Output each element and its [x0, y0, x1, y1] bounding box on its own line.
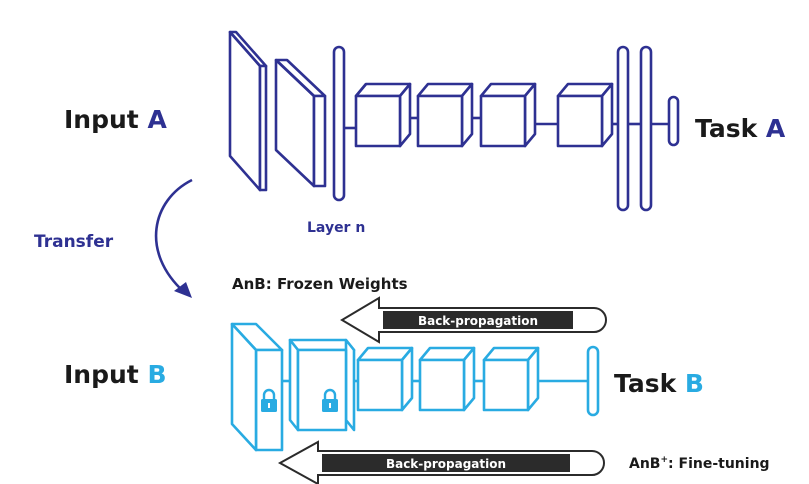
network-a-cube-3: [479, 82, 537, 148]
network-a-cube-2: [416, 82, 474, 148]
network-a-cube-4: [556, 82, 614, 148]
network-b: [230, 322, 600, 452]
network-a-layer-n: [332, 45, 346, 202]
fine-tuning-label: AnB+: Fine-tuning: [629, 455, 770, 472]
network-b-layer-1: [230, 322, 284, 452]
network-b-cube-3: [482, 346, 540, 412]
layer-n-label: Layer n: [307, 220, 365, 236]
input-a-letter: A: [147, 105, 167, 134]
network-b-cube-2: [418, 346, 476, 412]
network-a-fc-2: [639, 45, 653, 212]
task-a-letter: A: [766, 114, 786, 143]
input-a-label: Input A: [64, 105, 167, 134]
lock-icon: [322, 388, 338, 412]
input-b-letter: B: [147, 360, 166, 389]
network-a: [228, 30, 680, 212]
lock-icon: [261, 388, 277, 412]
curved-arrow-icon: [154, 178, 193, 298]
network-a-layer-1: [228, 30, 268, 192]
network-b-output: [586, 345, 600, 417]
task-a-label: Task A: [695, 114, 786, 143]
task-b-label: Task B: [614, 369, 704, 398]
network-b-layer-2: [288, 338, 356, 432]
network-b-cube-1: [356, 346, 414, 412]
transfer-label: Transfer: [34, 232, 114, 252]
network-a-cube-1: [354, 82, 412, 148]
backprop-arrow-top: Back-propagation: [340, 296, 607, 344]
network-a-output: [667, 95, 680, 147]
task-b-letter: B: [685, 369, 704, 398]
backprop-bottom-label: Back-propagation: [386, 457, 506, 471]
network-a-fc-1: [616, 45, 630, 212]
input-b-label: Input B: [64, 360, 167, 389]
network-a-layer-2: [274, 58, 327, 188]
frozen-weights-label: AnB: Frozen Weights: [232, 275, 408, 293]
backprop-arrow-bottom: Back-propagation: [277, 440, 605, 484]
backprop-top-label: Back-propagation: [418, 314, 538, 328]
